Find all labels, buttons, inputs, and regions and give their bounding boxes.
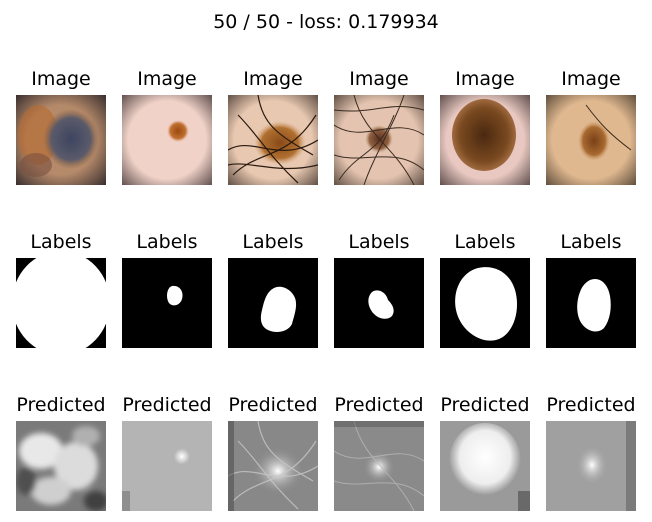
label-mask-2: [122, 258, 212, 348]
image-title-5: Image: [455, 68, 515, 90]
skin-image-1: [16, 95, 106, 185]
figure-title: 50 / 50 - loss: 0.179934: [213, 11, 439, 33]
label-mask-6: [546, 258, 636, 348]
prediction-map-4: [334, 421, 424, 511]
predicted-title-5: Predicted: [440, 394, 530, 416]
skin-image-2: [122, 95, 212, 185]
image-title-3: Image: [243, 68, 303, 90]
predicted-title-6: Predicted: [546, 394, 636, 416]
labels-title-1: Labels: [30, 231, 92, 253]
prediction-map-3: [228, 421, 318, 511]
skin-image-6: [546, 95, 636, 185]
skin-image-4: [334, 95, 424, 185]
predicted-title-3: Predicted: [228, 394, 318, 416]
prediction-map-2: [122, 421, 212, 511]
label-mask-4: [334, 258, 424, 348]
image-title-4: Image: [349, 68, 409, 90]
label-mask-3: [228, 258, 318, 348]
image-title-6: Image: [561, 68, 621, 90]
predicted-title-1: Predicted: [16, 394, 106, 416]
predicted-title-4: Predicted: [334, 394, 424, 416]
prediction-map-1: [16, 421, 106, 511]
label-mask-1: [16, 258, 106, 348]
labels-title-6: Labels: [560, 231, 622, 253]
skin-image-3: [228, 95, 318, 185]
prediction-map-5: [440, 421, 530, 511]
labels-title-3: Labels: [242, 231, 304, 253]
label-mask-5: [440, 258, 530, 348]
labels-title-4: Labels: [348, 231, 410, 253]
labels-title-5: Labels: [454, 231, 516, 253]
image-title-1: Image: [31, 68, 91, 90]
predicted-title-2: Predicted: [122, 394, 212, 416]
image-title-2: Image: [137, 68, 197, 90]
skin-image-5: [440, 95, 530, 185]
labels-title-2: Labels: [136, 231, 198, 253]
prediction-map-6: [546, 421, 636, 511]
